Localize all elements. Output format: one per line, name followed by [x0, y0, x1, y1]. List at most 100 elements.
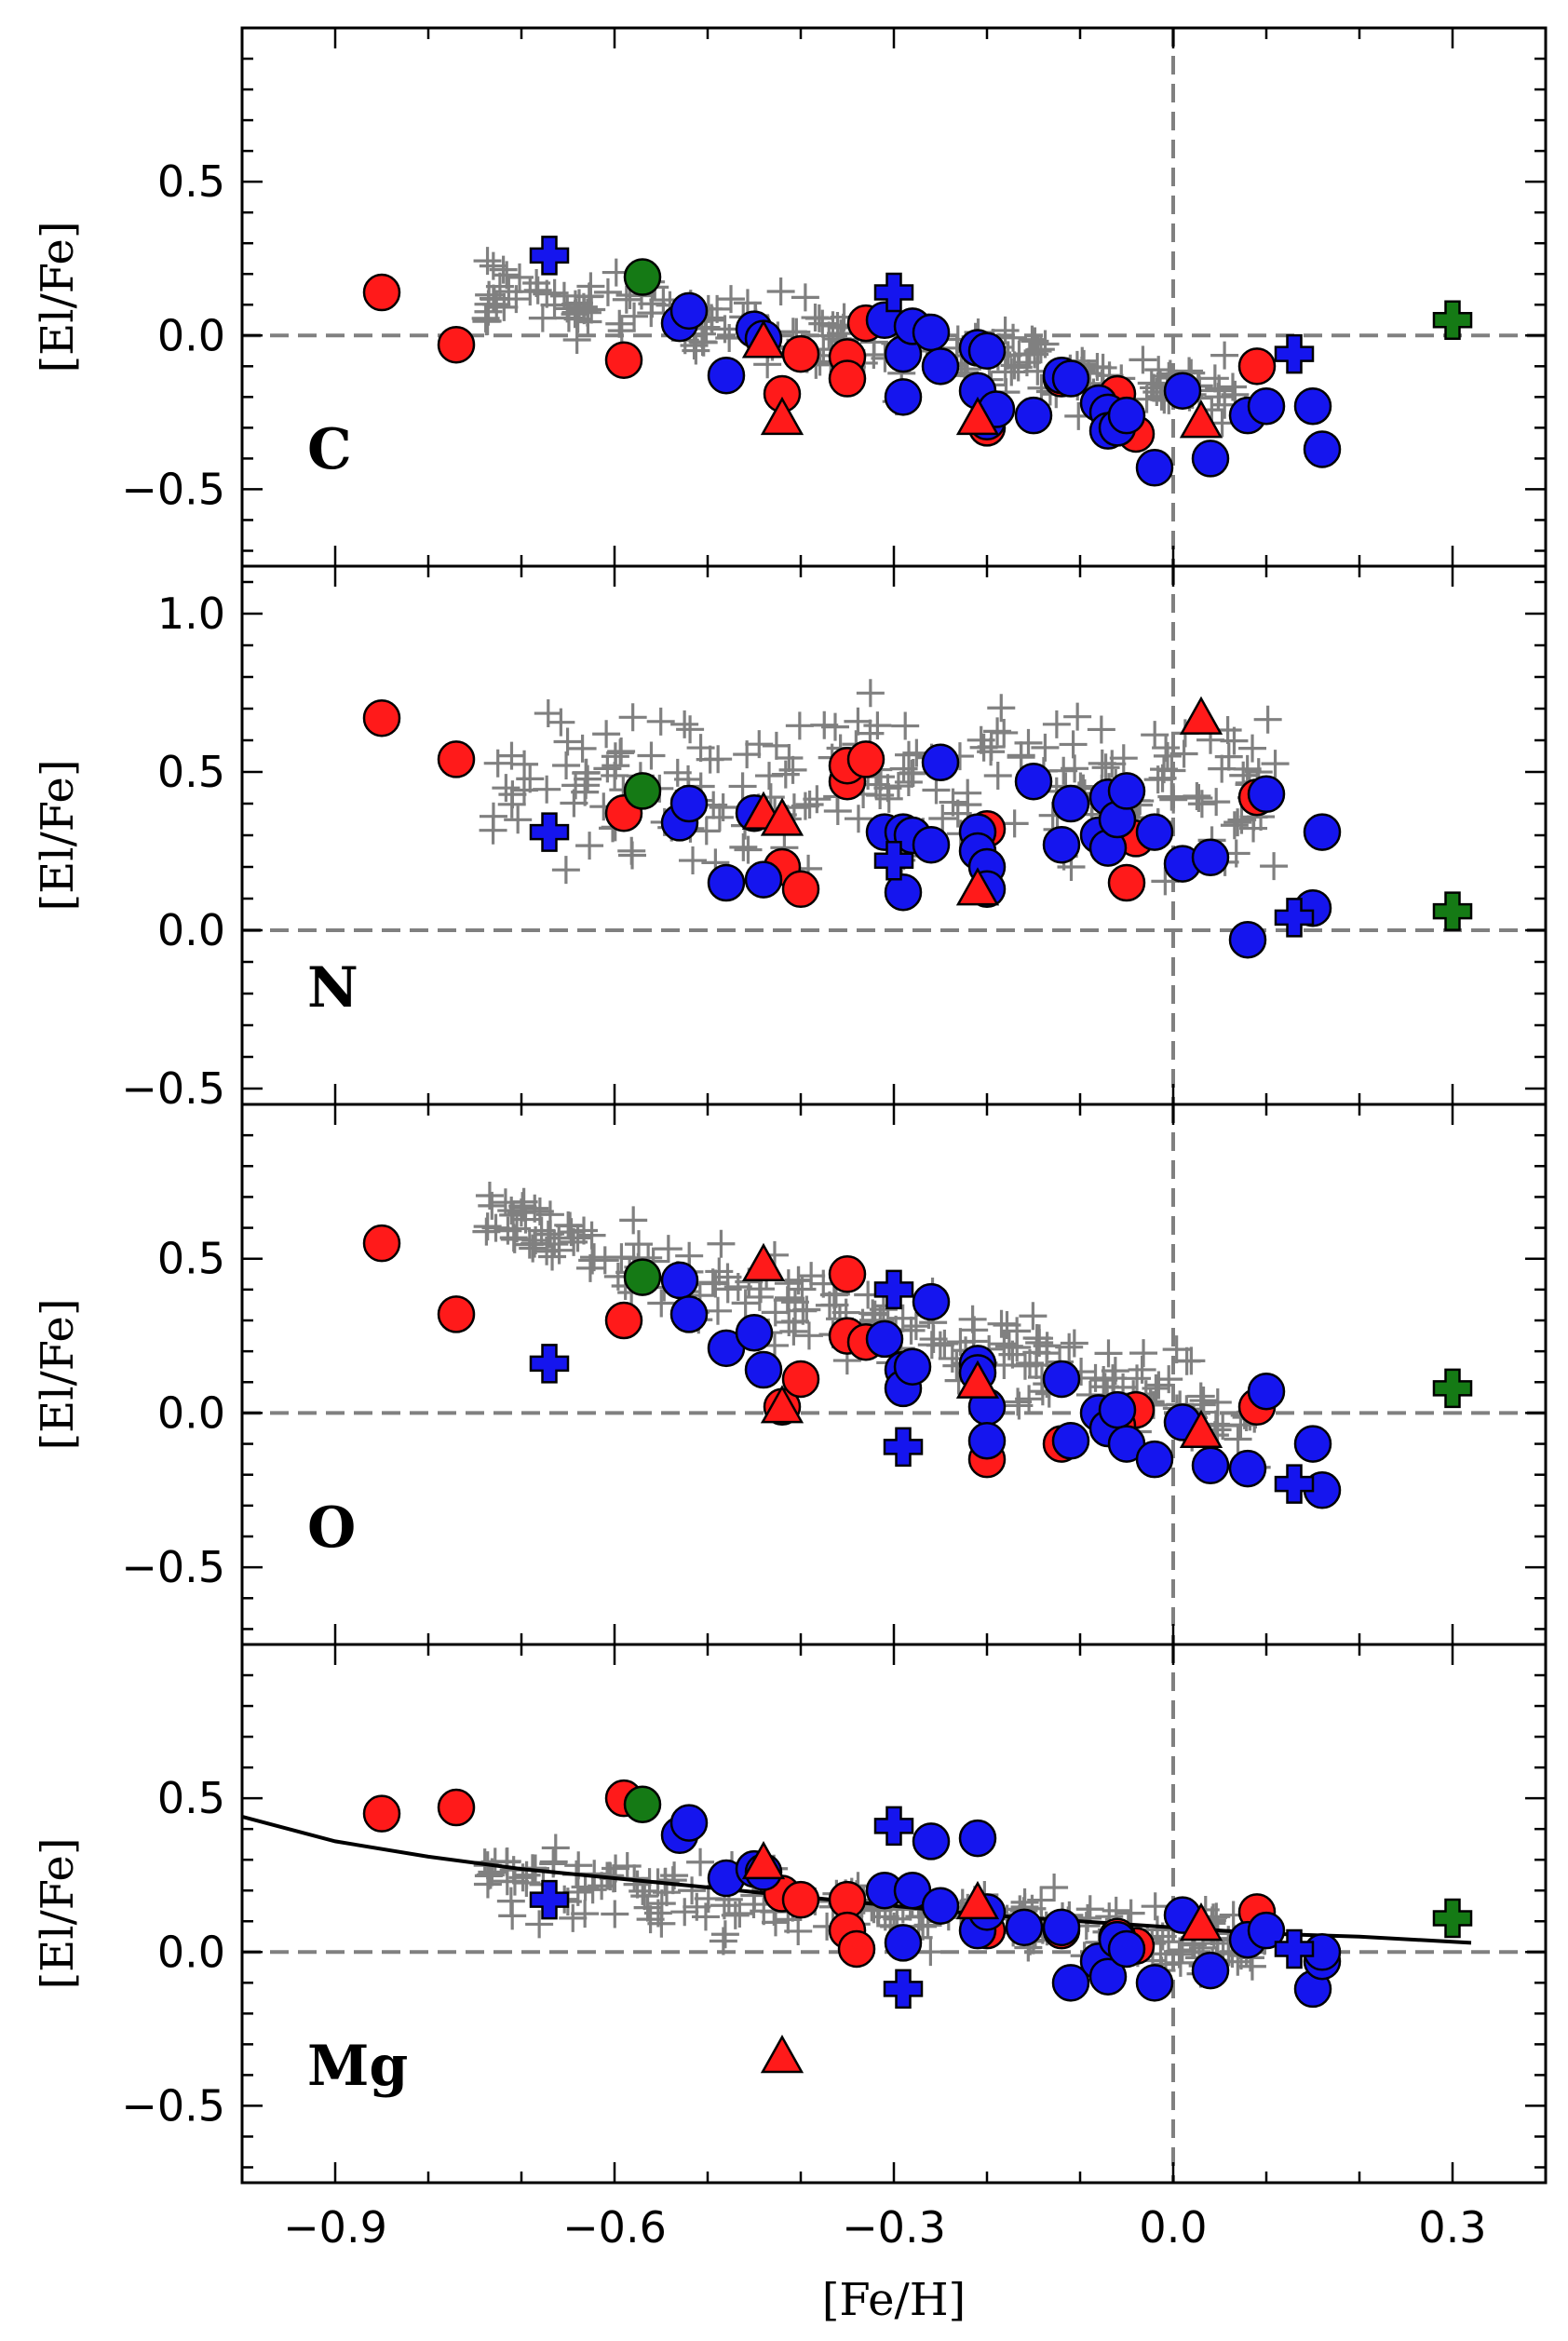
red-circle-point [781, 870, 820, 909]
grey-plus-point [1023, 336, 1052, 365]
green-circle-point [623, 258, 662, 296]
red-triangle-point [955, 1880, 1000, 1920]
grey-plus-point [1010, 1351, 1039, 1380]
grey-plus-point [637, 741, 666, 770]
grey-plus-point [928, 805, 957, 833]
grey-plus-point [1063, 702, 1092, 731]
red-triangle-point [741, 1242, 786, 1281]
grey-plus-point [646, 707, 675, 736]
y-tick-label: 0.0 [157, 1387, 225, 1438]
blue-circle-point [1014, 396, 1053, 435]
grey-plus-point [492, 774, 520, 803]
grey-plus-point [540, 278, 569, 307]
blue-circle-point [865, 1319, 904, 1359]
grey-plus-point [500, 1225, 529, 1253]
grey-plus-point [1049, 756, 1078, 785]
blue-cross-point [1274, 1928, 1315, 1969]
grey-plus-point [692, 817, 721, 846]
blue-cross-point [1274, 898, 1315, 938]
grey-plus-point [705, 1257, 734, 1286]
red-circle-point [437, 1295, 476, 1333]
grey-plus-point [1061, 754, 1089, 783]
grey-plus-point [795, 790, 824, 819]
grey-plus-point [731, 1289, 760, 1318]
grey-plus-point [478, 1858, 507, 1887]
grey-plus-point [520, 1194, 549, 1223]
grey-plus-point [540, 1229, 569, 1258]
grey-plus-point [1091, 753, 1120, 782]
y-tick-label: 1.0 [157, 589, 225, 639]
grey-plus-point [481, 1213, 510, 1242]
grey-plus-point [987, 1309, 1016, 1338]
grey-plus-point [804, 304, 833, 332]
blue-circle-point [1247, 1372, 1286, 1411]
grey-plus-point [630, 1882, 659, 1911]
grey-plus-point [791, 792, 819, 820]
grey-plus-point [761, 1298, 790, 1327]
grey-plus-point [620, 302, 649, 331]
blue-cross-point [529, 1344, 570, 1384]
blue-circle-point [1135, 1964, 1174, 2002]
blue-circle-point [1293, 1425, 1332, 1463]
panel-n: −0.5 0.0 0.5 1.0 [El/Fe] N [32, 564, 1548, 1114]
blue-circle-point [1051, 784, 1090, 823]
red-circle-point [828, 1255, 867, 1293]
blue-circle-point [707, 863, 746, 902]
grey-plus-point [1202, 788, 1231, 817]
grey-plus-point [551, 856, 580, 885]
red-triangle-point [1179, 696, 1223, 735]
grey-plus-point [577, 295, 606, 324]
grey-plus-point [612, 285, 641, 314]
blue-cross-point [873, 1269, 914, 1310]
grey-plus-point [891, 711, 920, 740]
x-tick-label: −0.6 [562, 2202, 667, 2253]
grey-plus-point [607, 1243, 636, 1272]
green-cross-point [1432, 1898, 1473, 1939]
grey-plus-point [593, 277, 622, 306]
blue-circle-point [1247, 775, 1286, 814]
red-circle-point [437, 740, 476, 778]
grey-plus-point [561, 298, 590, 327]
blue-cross-point [883, 1427, 924, 1468]
grey-plus-point [496, 1887, 525, 1915]
blue-circle-point [912, 1282, 951, 1321]
plot-area [242, 1644, 1546, 2183]
grey-plus-point [691, 1902, 720, 1931]
grey-plus-point [1123, 1364, 1152, 1393]
blue-circle-point [1042, 1908, 1081, 1947]
grey-plus-point [500, 1867, 529, 1896]
grey-plus-point [679, 846, 708, 875]
grey-plus-point [1059, 730, 1088, 759]
grey-plus-point [1016, 1348, 1045, 1377]
grey-plus-point [1004, 353, 1033, 382]
grey-plus-point [483, 749, 512, 778]
grey-plus-point [1000, 809, 1029, 838]
grey-plus-point [658, 1866, 687, 1895]
grey-plus-point [785, 711, 814, 740]
red-triangle-point [760, 2035, 804, 2074]
blue-circle-point [1042, 825, 1081, 864]
blue-circle-point [1088, 1957, 1128, 1996]
panel-c: −0.5 0.0 0.5 [El/Fe] C [32, 26, 1548, 568]
red-circle-point [437, 1788, 476, 1827]
red-circle-point [362, 273, 401, 312]
red-circle-point [604, 341, 643, 379]
grey-plus-point [771, 760, 800, 789]
red-circle-point [837, 1929, 876, 1969]
element-label: Mg [307, 2034, 408, 2099]
red-circle-point [828, 359, 867, 398]
red-triangle-point [741, 1840, 786, 1880]
grey-plus-point [919, 1325, 948, 1354]
grey-plus-point [1214, 742, 1243, 771]
x-axis: −0.9 −0.6 −0.3 0.0 0.3 [Fe/H] [283, 2202, 1486, 2326]
grey-plus-point [761, 1908, 790, 1937]
y-tick-label: 0.5 [157, 1234, 225, 1284]
grey-plus-point [990, 718, 1019, 747]
grey-plus-point [678, 1876, 707, 1905]
x-ticks [240, 1104, 1548, 1644]
grey-plus-point [1155, 1365, 1183, 1394]
grey-plus-point [710, 1920, 739, 1949]
y-axis-title: [El/Fe] [32, 221, 84, 372]
red-triangle-point [1179, 1409, 1223, 1448]
